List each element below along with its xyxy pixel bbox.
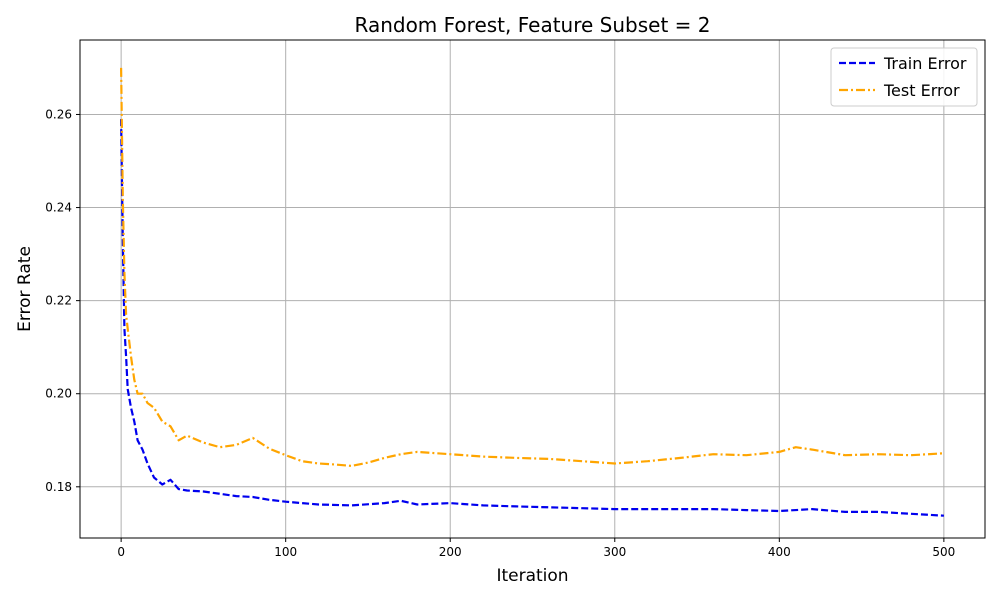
- series-line-test-error: [120, 67, 944, 467]
- x-tick-label: 500: [932, 545, 955, 559]
- y-axis-label: Error Rate: [15, 246, 35, 332]
- series-layer: [120, 67, 944, 517]
- plot-frame: [79, 39, 986, 539]
- legend-label-train-error: Train Error: [883, 54, 967, 73]
- x-tick-label: 400: [768, 545, 791, 559]
- y-tick-label: 0.24: [45, 201, 72, 215]
- legend: Train Error Test Error: [830, 47, 978, 107]
- series-line-train-error: [120, 119, 944, 517]
- y-tick-label: 0.22: [45, 294, 72, 308]
- y-tick-label: 0.26: [45, 107, 72, 121]
- x-tick-label: 0: [117, 545, 125, 559]
- y-tick-label: 0.20: [45, 387, 72, 401]
- grid-layer: [80, 40, 985, 538]
- legend-label-test-error: Test Error: [883, 81, 960, 100]
- y-tick-label: 0.18: [45, 480, 72, 494]
- x-tick-label: 200: [439, 545, 462, 559]
- x-tick-label: 300: [603, 545, 626, 559]
- x-axis-label: Iteration: [496, 566, 568, 586]
- x-tick-label: 100: [274, 545, 297, 559]
- tick-layer: 0 100 200 300 400 500 0.18 0.20 0.22 0.24 0.26: [45, 107, 955, 559]
- legend-box: [830, 47, 978, 107]
- chart-title: Random Forest, Feature Subset = 2: [354, 13, 710, 37]
